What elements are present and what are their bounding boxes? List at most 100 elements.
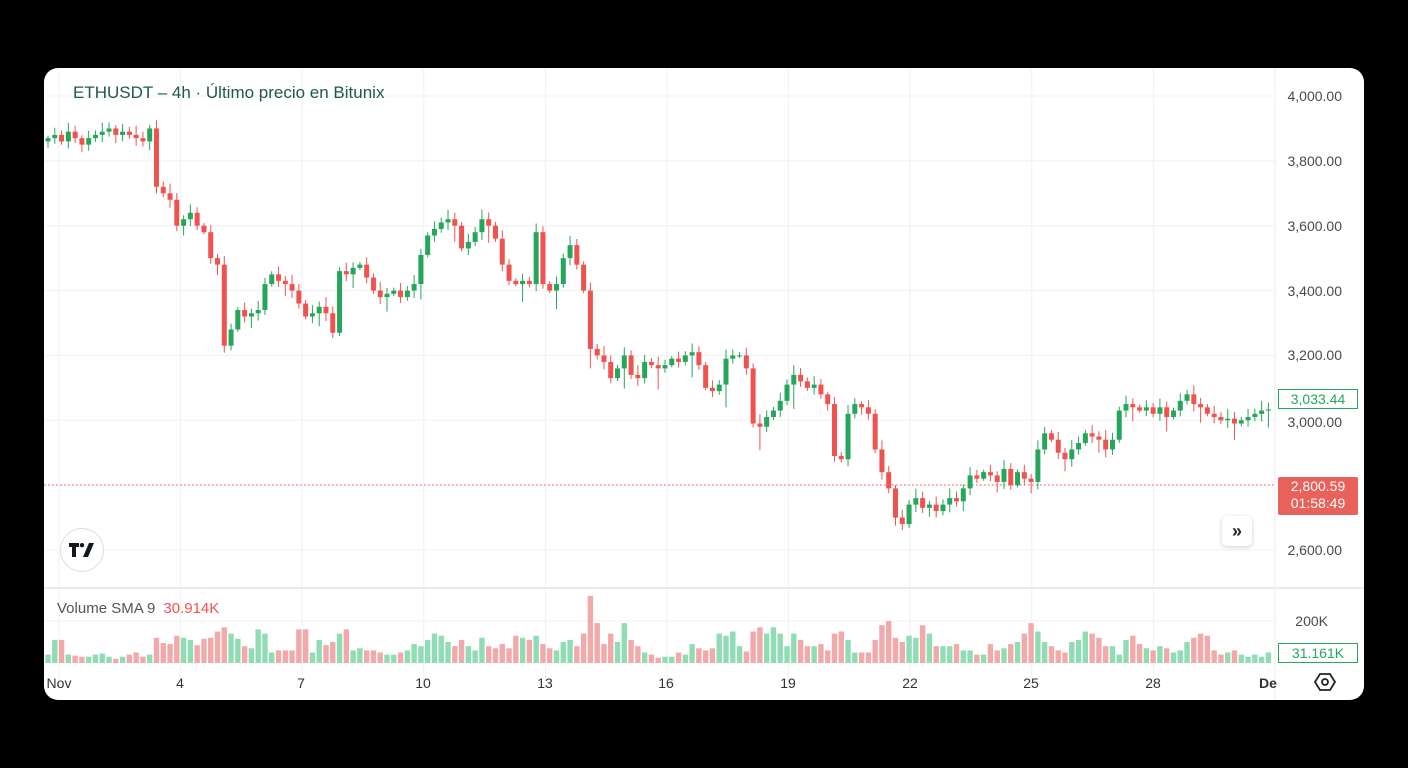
volume-bar xyxy=(126,654,133,663)
tradingview-logo[interactable] xyxy=(60,528,104,572)
date-tick: 22 xyxy=(902,675,918,691)
volume-bar xyxy=(696,648,702,663)
volume-bar xyxy=(1130,635,1136,663)
volume-bar xyxy=(791,633,797,663)
candle-body xyxy=(72,131,78,139)
candle-body xyxy=(404,290,410,298)
price-tick: 3,400.00 xyxy=(1287,283,1343,299)
candle-body xyxy=(1055,439,1061,453)
volume-bar xyxy=(730,631,736,663)
candle-body xyxy=(1245,417,1251,421)
countdown-price: 2,800.59 xyxy=(1290,478,1346,494)
volume-bar xyxy=(519,637,526,663)
candle-body xyxy=(1204,407,1210,414)
volume-bar xyxy=(892,637,899,663)
volume-bar xyxy=(1204,635,1211,663)
volume-bar xyxy=(960,650,966,663)
settings-hexagon-icon[interactable] xyxy=(1313,671,1337,698)
candle-body xyxy=(215,258,220,265)
price-tick: 2,600.00 xyxy=(1287,542,1343,558)
chart-widget[interactable]: ETHUSDT – 4h · Último precio en Bitunix … xyxy=(44,68,1364,700)
volume-bar xyxy=(438,635,444,663)
candle-body xyxy=(1191,394,1197,405)
volume-bar xyxy=(1157,646,1163,663)
price-tick: 3,800.00 xyxy=(1287,153,1343,169)
volume-bar xyxy=(763,633,770,663)
candle-body xyxy=(560,258,566,285)
candle-body xyxy=(899,517,905,525)
candle-body xyxy=(798,374,804,382)
double-chevron-right-icon: » xyxy=(1231,520,1242,541)
volume-bar xyxy=(452,646,458,663)
candle-body xyxy=(655,365,661,369)
volume-bar xyxy=(1218,654,1224,663)
candle-body xyxy=(201,225,207,233)
candle-body xyxy=(520,280,526,285)
volume-bar xyxy=(187,639,194,663)
volume-bar xyxy=(1123,639,1129,663)
volume-bar xyxy=(852,652,858,663)
candle-body xyxy=(526,280,532,285)
chart-title: ETHUSDT – 4h · Último precio en Bitunix xyxy=(73,83,385,102)
candle-body xyxy=(743,355,749,369)
volume-bar xyxy=(886,621,892,663)
candle-body xyxy=(65,131,71,142)
volume-bar xyxy=(689,644,695,663)
volume-tick: 200K xyxy=(1295,613,1328,629)
volume-bar xyxy=(235,638,241,663)
volume-bar xyxy=(1136,644,1143,663)
volume-bar xyxy=(1245,656,1251,663)
volume-bar xyxy=(248,648,255,663)
volume-bar xyxy=(1191,637,1197,663)
candle-body xyxy=(859,404,865,408)
volume-bar xyxy=(804,646,811,663)
volume-bar xyxy=(919,625,926,663)
volume-bar xyxy=(411,644,417,663)
candle-body xyxy=(174,199,180,226)
candle-body xyxy=(276,274,282,281)
volume-bar xyxy=(160,643,166,663)
volume-bar xyxy=(214,631,221,663)
candle-body xyxy=(255,310,261,314)
chart-canvas[interactable] xyxy=(44,68,1364,700)
scroll-to-realtime-button[interactable]: » xyxy=(1222,516,1252,546)
countdown-time: 01:58:49 xyxy=(1290,495,1346,511)
volume-bar xyxy=(716,633,722,663)
volume-bar xyxy=(486,646,492,663)
candle-body xyxy=(391,290,397,294)
candle-body xyxy=(309,313,315,317)
candle-body xyxy=(662,365,668,369)
volume-bar xyxy=(1177,650,1183,663)
volume-bar xyxy=(682,654,689,663)
candle-body xyxy=(262,284,268,311)
volume-legend[interactable]: Volume SMA 9 30.914K xyxy=(57,600,219,617)
volume-bar xyxy=(533,635,539,663)
volume-bar xyxy=(526,639,533,663)
candle-body xyxy=(615,368,621,379)
volume-bar xyxy=(72,655,78,663)
candle-body xyxy=(228,329,234,346)
volume-bar xyxy=(1231,650,1238,663)
volume-bar xyxy=(913,637,919,663)
candle-body xyxy=(1198,404,1204,408)
volume-bar xyxy=(743,651,750,663)
date-tick: De xyxy=(1259,675,1277,691)
volume-bar xyxy=(99,653,105,663)
volume-bar xyxy=(79,656,85,663)
volume-bar xyxy=(967,650,973,663)
candle-body xyxy=(648,361,654,366)
volume-bar xyxy=(153,637,160,663)
volume-bar xyxy=(262,633,268,663)
candle-body xyxy=(377,290,383,298)
volume-bar xyxy=(770,627,777,663)
candle-body xyxy=(452,219,458,226)
volume-bar xyxy=(947,646,953,663)
candle-body xyxy=(601,355,607,362)
candle-body xyxy=(838,455,844,460)
candle-body xyxy=(1177,400,1183,411)
candle-body xyxy=(886,472,892,489)
candle-body xyxy=(187,212,193,220)
candle-body xyxy=(1259,410,1265,414)
volume-bar xyxy=(580,633,587,663)
candle-body xyxy=(1035,449,1041,482)
